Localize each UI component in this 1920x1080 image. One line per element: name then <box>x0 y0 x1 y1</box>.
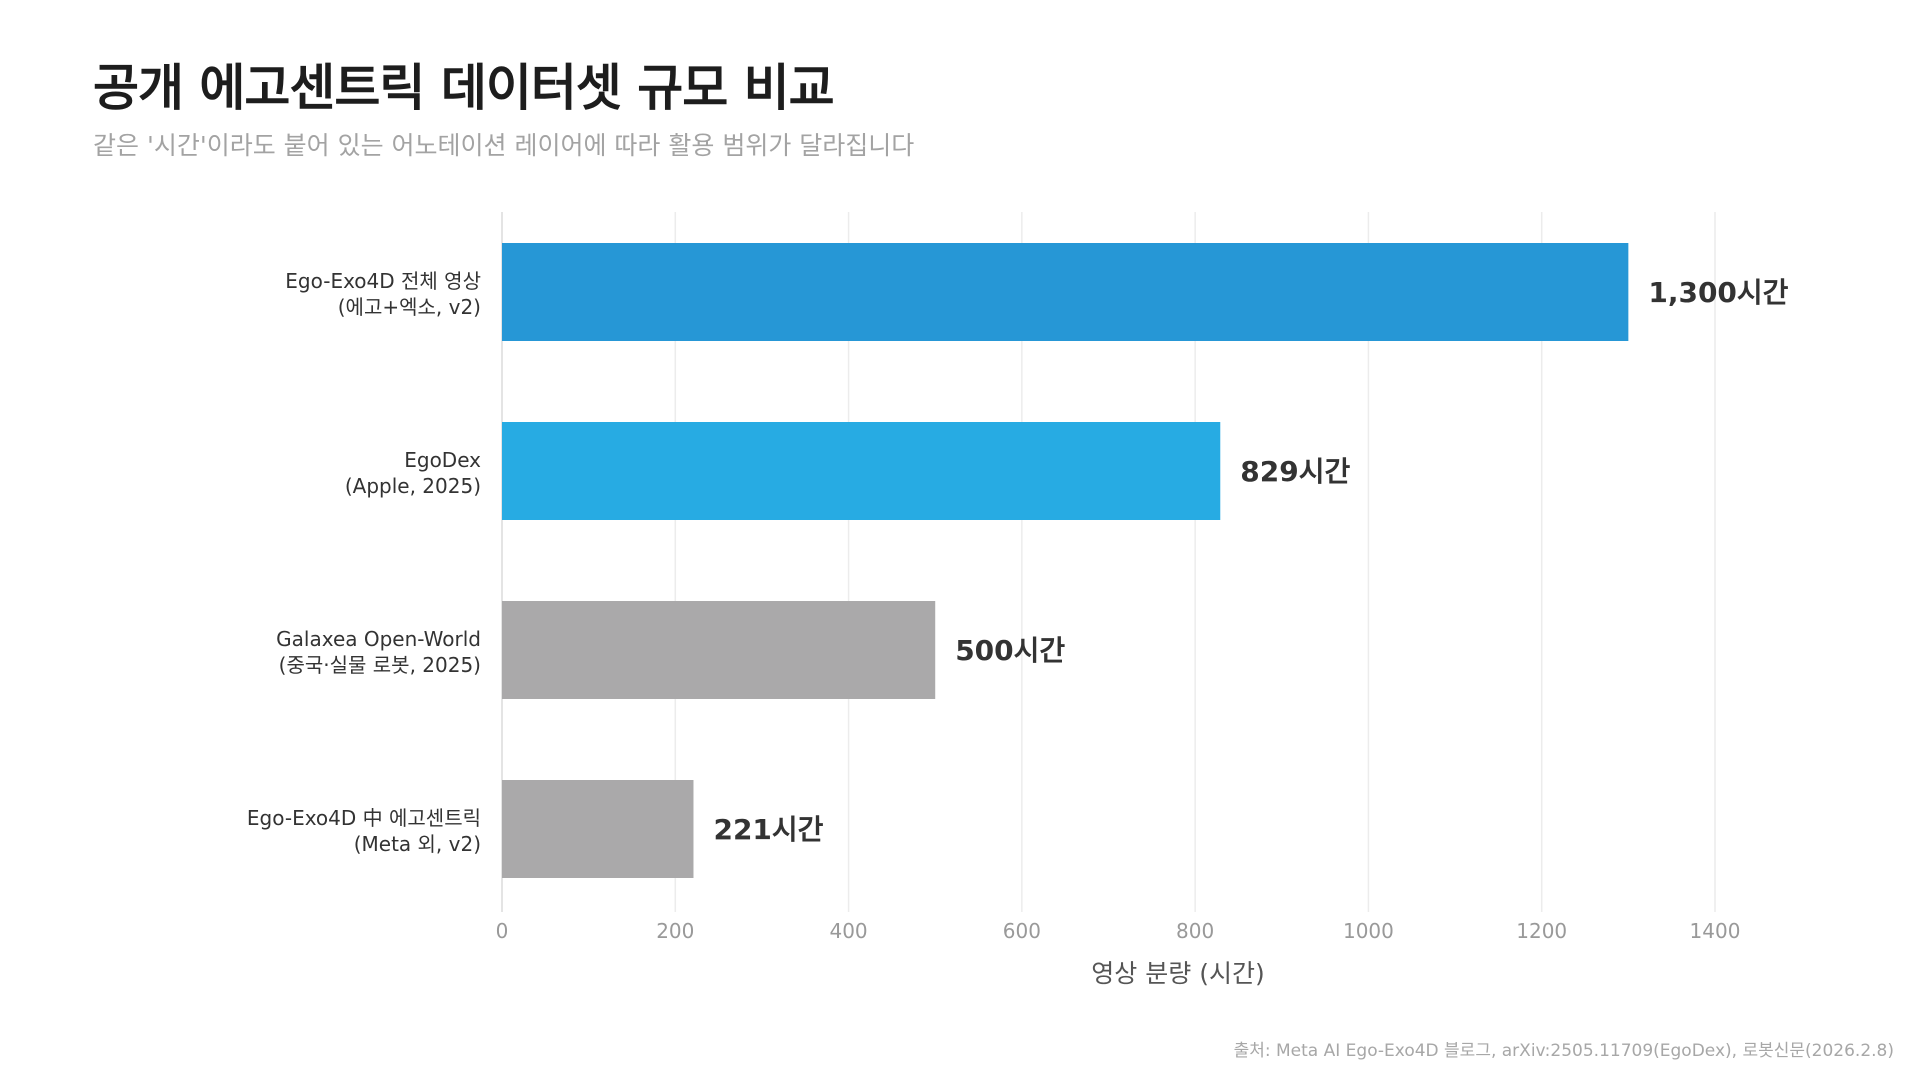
x-tick-label: 1400 <box>1690 919 1741 943</box>
category-label: (중국·실물 로봇, 2025) <box>279 653 481 677</box>
x-axis-ticks: 0 200 400 600 800 1000 1200 1400 <box>496 919 1741 943</box>
x-axis-label: 영상 분량 (시간) <box>1091 959 1264 988</box>
category-label: Ego-Exo4D 中 에고센트릭 <box>247 806 481 830</box>
bar <box>502 601 936 699</box>
source-note: 출처: Meta AI Ego-Exo4D 블로그, arXiv:2505.11… <box>1233 1041 1894 1061</box>
category-labels: Ego-Exo4D 전체 영상(에고+엑소, v2) EgoDex(Apple, … <box>247 269 481 856</box>
bar-value-label: 500시간 <box>955 634 1065 667</box>
x-tick-label: 800 <box>1176 919 1214 943</box>
bar-value-label: 1,300시간 <box>1648 276 1788 309</box>
bars <box>502 243 1629 878</box>
bar <box>502 243 1629 341</box>
x-tick-label: 600 <box>1003 919 1041 943</box>
category-label: (Meta 외, v2) <box>354 832 481 856</box>
bar <box>502 780 694 878</box>
category-label: Ego-Exo4D 전체 영상 <box>285 269 481 293</box>
chart-subtitle: 같은 '시간'이라도 붙어 있는 어노테이션 레이어에 따라 활용 범위가 달라… <box>93 131 915 160</box>
x-tick-label: 1200 <box>1516 919 1567 943</box>
category-label: Galaxea Open-World <box>276 627 481 651</box>
bar-value-label: 221시간 <box>713 813 823 846</box>
chart-title: 공개 에고센트릭 데이터셋 규모 비교 <box>93 59 835 117</box>
x-tick-label: 1000 <box>1343 919 1394 943</box>
value-labels: 1,300시간 829시간 500시간 221시간 <box>713 276 1788 846</box>
bar <box>502 422 1221 520</box>
bar-value-label: 829시간 <box>1240 455 1350 488</box>
x-tick-label: 0 <box>496 919 509 943</box>
x-tick-label: 200 <box>656 919 694 943</box>
category-label: (Apple, 2025) <box>345 474 481 498</box>
category-label: EgoDex <box>404 448 481 472</box>
x-tick-label: 400 <box>829 919 867 943</box>
category-label: (에고+엑소, v2) <box>338 295 481 319</box>
